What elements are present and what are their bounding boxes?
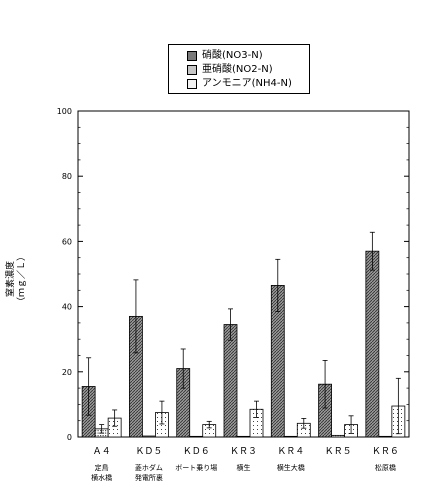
x-category-label: ＫＲ４ [277, 447, 304, 457]
x-category-sublabel: ボート乗り場 [175, 463, 217, 472]
bar [189, 435, 204, 438]
legend-entry-nh4: アンモニア(NH4-N) [187, 77, 292, 91]
x-category-label: ＫＤ５ [135, 447, 162, 457]
x-category-label: ＫＤ６ [183, 447, 210, 457]
bars [81, 231, 406, 438]
legend-label-nh4: アンモニア(NH4-N) [202, 78, 292, 89]
bar [365, 250, 380, 438]
y-tick-label: 20 [62, 368, 72, 377]
legend: 硝酸(NO3-N) 亜硝酸(NO2-N) アンモニア(NH4-N) [168, 44, 310, 94]
legend-entry-no2: 亜硝酸(NO2-N) [187, 63, 273, 77]
legend-entry-no3: 硝酸(NO3-N) [187, 49, 263, 63]
y-tick-label: 40 [62, 303, 72, 312]
sparse-dots-swatch-icon [187, 79, 197, 89]
plot-area-frame [77, 110, 410, 438]
x-category-label: ＫＲ３ [230, 447, 257, 457]
x-category-sublabel: 発電所裏 [135, 473, 163, 482]
x-category-label: ＫＲ６ [372, 447, 399, 457]
x-category-sublabel: 松原橋 [375, 463, 396, 472]
bar [236, 435, 251, 438]
x-category-sublabel: 横生大橋 [277, 463, 305, 472]
x-category-label: ＫＲ５ [325, 447, 352, 457]
bar [142, 435, 156, 438]
legend-label-no2: 亜硝酸(NO2-N) [202, 64, 273, 75]
x-category-sublabel: 定鳥 [95, 463, 109, 472]
x-category-sublabel: 横水橋 [91, 473, 112, 482]
legend-label-no3: 硝酸(NO3-N) [202, 50, 263, 61]
dots-swatch-icon [187, 65, 197, 75]
hatch-swatch-icon [187, 51, 197, 61]
y-tick-label: 0 [67, 433, 72, 442]
y-tick-label: 100 [57, 107, 72, 116]
bar [378, 435, 393, 438]
x-category-sublabel: 横生 [237, 463, 251, 472]
y-tick-label: 60 [62, 237, 72, 246]
bar [223, 324, 238, 438]
x-category-label: Ａ４ [93, 447, 111, 457]
bar [283, 435, 298, 438]
y-tick-label: 80 [62, 172, 72, 181]
bar [331, 434, 345, 438]
x-category-sublabel: 菱ホダム [135, 463, 163, 472]
